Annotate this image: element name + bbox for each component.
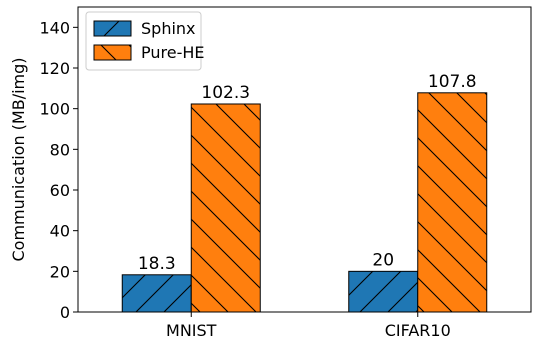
- y-tick-label: 100: [39, 100, 70, 119]
- bar-pure-he-cifar10: [417, 92, 488, 313]
- bar-sphinx-mnist: [121, 274, 192, 313]
- legend: Sphinx Pure-HE: [85, 11, 205, 71]
- y-tick-label: 20: [50, 262, 70, 281]
- bar-hatch: [121, 274, 192, 313]
- legend-label: Sphinx: [141, 19, 196, 38]
- legend-entry-pure-he: Pure-HE: [93, 43, 205, 62]
- x-axis: MNIST CIFAR10: [166, 312, 451, 339]
- y-tick-label: 80: [50, 140, 70, 159]
- data-label: 102.3: [201, 83, 250, 103]
- plot-frame: [77, 6, 532, 313]
- bars: [121, 92, 488, 313]
- legend-swatch-hatch: [93, 44, 132, 61]
- data-label: 18.3: [138, 254, 176, 274]
- data-labels: 18.3 102.3 20 107.8: [138, 72, 477, 274]
- legend-entry-sphinx: Sphinx: [93, 19, 196, 38]
- y-tick-label: 140: [39, 18, 70, 37]
- x-tick-label: MNIST: [166, 321, 217, 339]
- y-tick-label: 40: [50, 222, 70, 241]
- bar-hatch: [417, 92, 488, 313]
- y-axis: 0 20 40 60 80 100 120 140: [39, 18, 78, 322]
- legend-label: Pure-HE: [141, 43, 205, 62]
- bar-sphinx-cifar10: [348, 270, 419, 313]
- y-tick-label: 0: [60, 303, 70, 322]
- bar-pure-he-mnist: [190, 103, 261, 313]
- data-label: 107.8: [428, 72, 477, 92]
- x-tick-label: CIFAR10: [385, 321, 451, 339]
- data-label: 20: [372, 250, 394, 270]
- bar-hatch: [190, 103, 261, 313]
- y-tick-label: 60: [50, 181, 70, 200]
- y-axis-label: Communication (MB/img): [9, 57, 28, 261]
- legend-swatch-hatch: [93, 20, 132, 37]
- y-tick-label: 120: [39, 59, 70, 78]
- bar-hatch: [348, 270, 419, 313]
